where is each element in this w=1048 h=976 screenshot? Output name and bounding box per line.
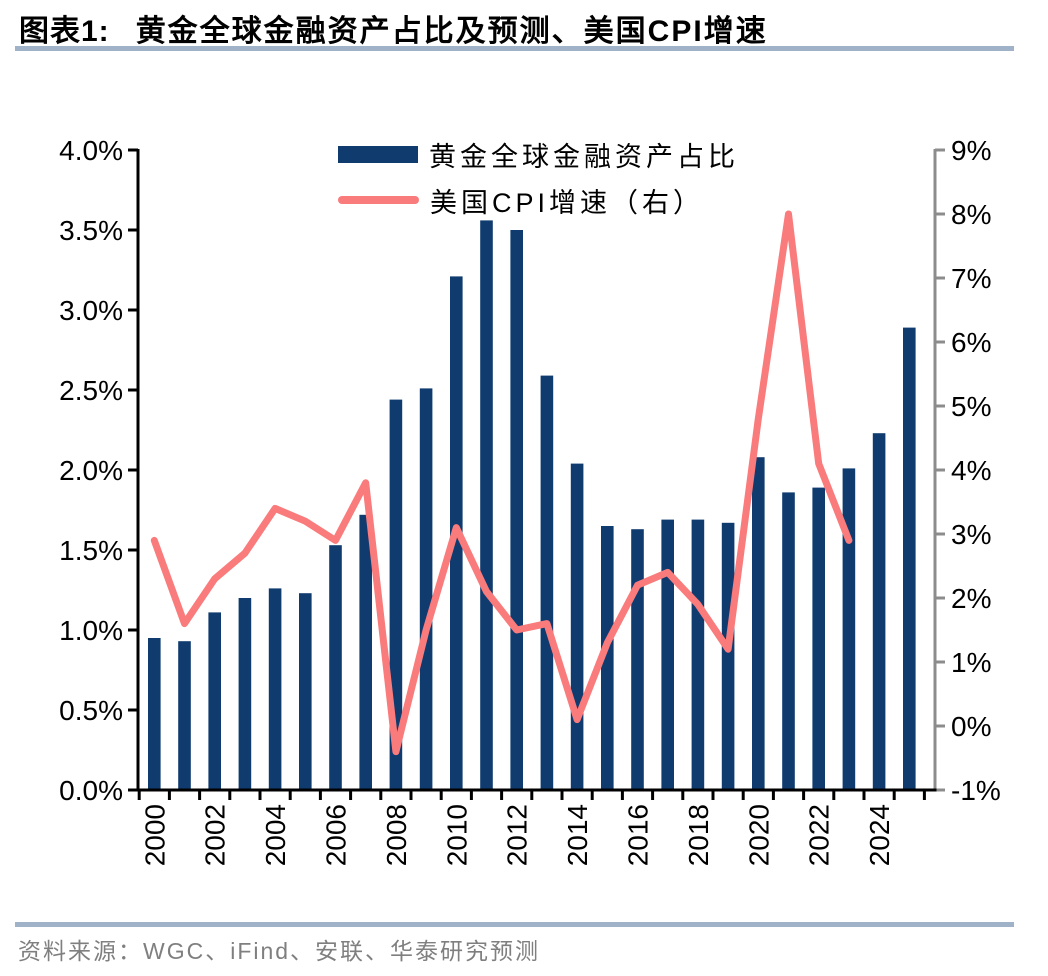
- legend-item-gold-share: 黄金全球金融资产占比: [338, 137, 739, 172]
- bar-2007: [359, 514, 372, 790]
- x-axis-label: 2024: [864, 804, 895, 866]
- bar-2015: [601, 526, 614, 790]
- bar-2025: [903, 327, 916, 790]
- bar-2023: [842, 468, 856, 790]
- bar-2009: [419, 388, 433, 790]
- us-cpi-line: [150, 210, 853, 756]
- left-axis-label: 0.0%: [59, 775, 123, 806]
- bar-2006: [329, 545, 342, 790]
- right-axis-label: 7%: [951, 263, 991, 294]
- bar-2024: [872, 433, 886, 790]
- bar-2001: [178, 641, 191, 790]
- bar-2021: [782, 492, 795, 790]
- bar-2020: [752, 457, 765, 790]
- x-axis-label: 2022: [804, 804, 835, 866]
- left-axis-label: 0.5%: [59, 695, 123, 726]
- source-divider: [15, 922, 1014, 927]
- page-title: 黄金全球金融资产占比及预测、美国CPI增速: [135, 15, 768, 48]
- left-axis-label: 1.0%: [59, 615, 123, 646]
- bar-2016: [631, 529, 644, 790]
- bar-2005: [299, 593, 312, 790]
- figure-label: 图表1:: [19, 15, 110, 48]
- left-axis-label: 2.5%: [59, 375, 123, 406]
- x-axis-label: 2010: [441, 804, 472, 866]
- bar-2002: [208, 612, 221, 790]
- left-axis-label: 3.5%: [59, 215, 123, 246]
- bar-2022: [812, 487, 825, 790]
- x-axis-label: 2020: [743, 804, 774, 866]
- x-axis-label: 2014: [562, 804, 593, 866]
- source-note: 资料来源：WGC、iFind、安联、华泰研究预测: [18, 938, 541, 964]
- x-axis-label: 2012: [502, 804, 533, 866]
- x-axis-label: 2006: [321, 804, 352, 866]
- bar-2011: [480, 220, 493, 790]
- bar-2004: [268, 588, 282, 790]
- x-axis-label: 2018: [683, 804, 714, 866]
- right-axis-label: 9%: [951, 135, 991, 166]
- right-axis-label: 1%: [951, 647, 991, 678]
- left-axis-label: 3.0%: [59, 295, 123, 326]
- x-axis-label: 2004: [260, 804, 291, 866]
- left-axis-label: 2.0%: [59, 455, 123, 486]
- right-axis-label: 0%: [951, 711, 991, 742]
- legend-label-us-cpi: 美国CPI增速（右）: [430, 187, 705, 218]
- bar-2003: [238, 598, 252, 790]
- bar-2019: [721, 522, 735, 790]
- bar-2000: [148, 638, 161, 790]
- right-axis-label: 8%: [951, 199, 991, 230]
- x-axis-label: 2008: [381, 804, 412, 866]
- legend-item-us-cpi: 美国CPI增速（右）: [338, 183, 739, 218]
- right-axis-label: 6%: [951, 327, 991, 358]
- right-axis-label: 4%: [951, 455, 991, 486]
- x-axis-label: 2016: [623, 804, 654, 866]
- bar-2014: [570, 463, 584, 790]
- bar-2012: [510, 230, 523, 790]
- bar-2017: [661, 519, 674, 790]
- chart-legend: 黄金全球金融资产占比 美国CPI增速（右）: [338, 137, 739, 229]
- right-axis-label: 2%: [951, 583, 991, 614]
- x-axis-label: 2002: [200, 804, 231, 866]
- chart-header: 图表1: 黄金全球金融资产占比及预测、美国CPI增速: [19, 6, 768, 50]
- left-axis-label: 4.0%: [59, 135, 123, 166]
- legend-line-swatch: [338, 196, 419, 204]
- bar-2018: [691, 519, 705, 790]
- right-axis-label: 5%: [951, 391, 991, 422]
- legend-label-gold-share: 黄金全球金融资产占比: [429, 141, 739, 172]
- left-axis-label: 1.5%: [59, 535, 123, 566]
- right-axis-label: 3%: [951, 519, 991, 550]
- right-axis-label: -1%: [951, 775, 1001, 806]
- legend-bar-swatch: [338, 145, 418, 163]
- x-axis-label: 2000: [139, 804, 170, 866]
- header-divider: [15, 46, 1014, 51]
- bar-2013: [540, 375, 554, 790]
